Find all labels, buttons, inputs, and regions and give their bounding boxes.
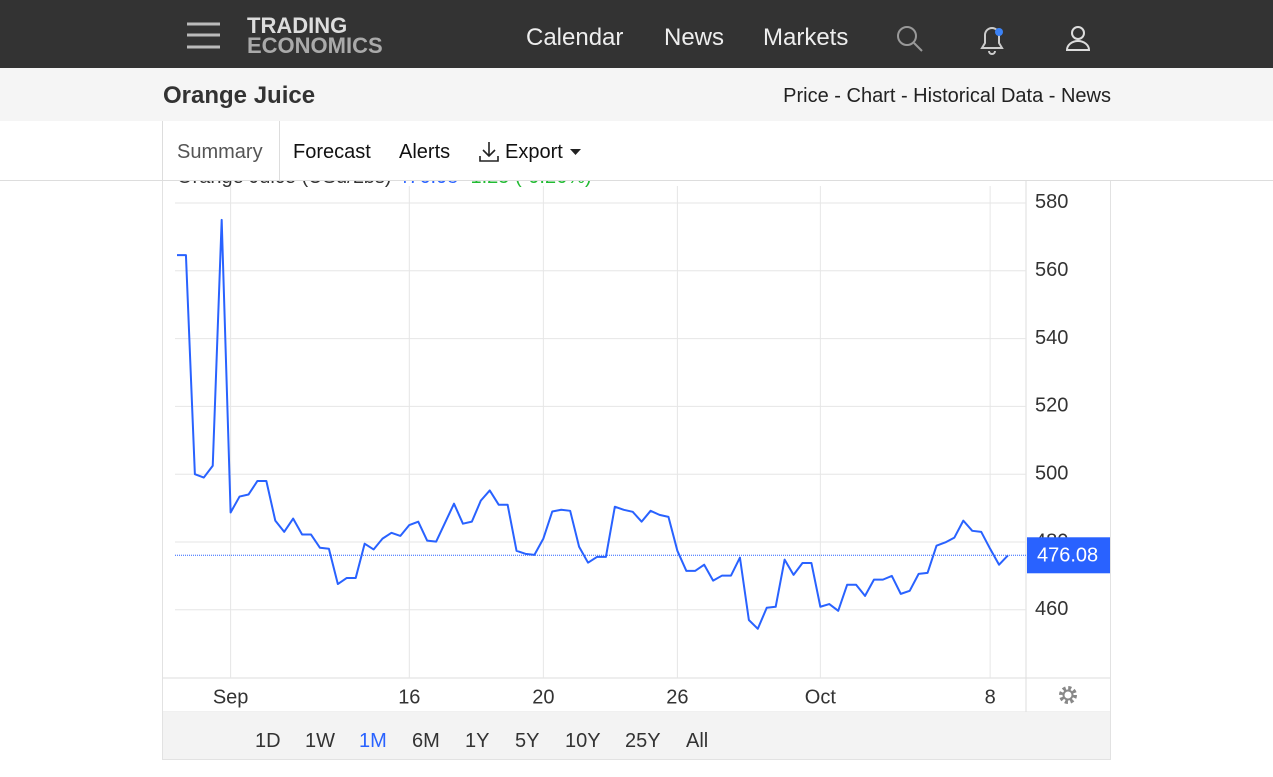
range-button[interactable]: 1D xyxy=(255,730,281,752)
y-tick-label: 500 xyxy=(1035,462,1068,484)
tab-active-box xyxy=(162,121,280,180)
range-button[interactable]: 5Y xyxy=(515,730,540,752)
x-tick-label: 8 xyxy=(985,686,996,708)
y-tick-label: 460 xyxy=(1035,598,1068,620)
y-tick-label: 520 xyxy=(1035,395,1068,417)
chart-frame xyxy=(162,149,1111,713)
range-bar: 1D 1W 1M 6M 1Y 5Y 10Y 25Y All xyxy=(162,712,1111,760)
x-tick-label: 20 xyxy=(532,686,554,708)
tab-bar: Summary Forecast Alerts Export xyxy=(0,121,1273,181)
tab[interactable]: Forecast xyxy=(293,141,371,163)
tab[interactable]: Export xyxy=(505,141,563,163)
page-title: Orange Juice xyxy=(163,82,316,109)
price-line xyxy=(177,218,1009,630)
nav-link[interactable]: News xyxy=(664,24,725,51)
tab[interactable]: Alerts xyxy=(399,141,451,163)
menu-icon[interactable] xyxy=(186,22,222,50)
caret xyxy=(570,149,581,155)
last-price-label: 476.08 xyxy=(1037,545,1098,567)
y-tick-label: 540 xyxy=(1035,327,1068,349)
y-tick-label: 580 xyxy=(1035,191,1068,213)
search-icon[interactable] xyxy=(895,24,925,54)
sub-header: Orange Juice Price - Chart - Historical … xyxy=(0,68,1273,121)
top-nav: TRADING ECONOMICS Calendar News Markets xyxy=(0,0,1273,68)
logo-line: TRADING xyxy=(247,13,348,38)
user-icon[interactable] xyxy=(1064,24,1094,54)
logo-line: ECONOMICS xyxy=(247,33,383,58)
range-button[interactable]: 25Y xyxy=(625,730,661,752)
download-icon xyxy=(479,142,499,162)
range-button[interactable]: All xyxy=(686,730,709,752)
last-price-box xyxy=(1027,537,1110,574)
y-tick-label: 560 xyxy=(1035,259,1068,281)
range-button[interactable]: 6M xyxy=(412,730,440,752)
logo[interactable]: TRADING ECONOMICS xyxy=(247,13,383,58)
range-button[interactable]: 1W xyxy=(305,730,335,752)
section-links[interactable]: Price - Chart - Historical Data - News xyxy=(783,85,1111,107)
x-tick-label: Oct xyxy=(805,686,837,708)
x-tick-label: 26 xyxy=(666,686,688,708)
bell-icon[interactable] xyxy=(978,24,1008,56)
range-button[interactable]: 1Y xyxy=(465,730,490,752)
x-tick-label: 16 xyxy=(398,686,420,708)
nav-link[interactable]: Calendar xyxy=(526,24,624,51)
settings-icon[interactable] xyxy=(1059,686,1077,704)
range-button[interactable]: 1M xyxy=(359,730,387,752)
nav-link[interactable]: Markets xyxy=(763,24,849,51)
x-tick-label: Sep xyxy=(213,686,249,708)
range-button[interactable]: 10Y xyxy=(565,730,601,752)
tab[interactable]: Summary xyxy=(177,141,263,163)
